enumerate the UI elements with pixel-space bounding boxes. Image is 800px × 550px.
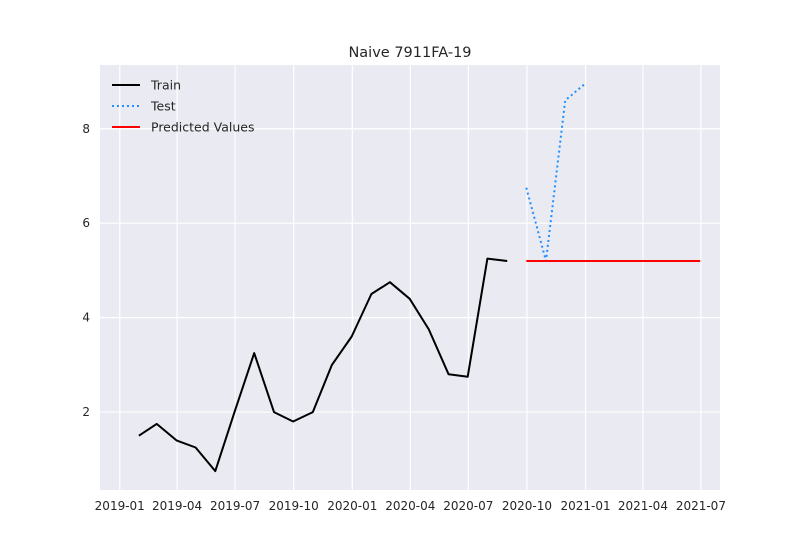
y-tick-label: 6	[82, 216, 90, 230]
legend: Train Test Predicted Values	[112, 78, 255, 135]
x-tick-label: 2019-07	[210, 499, 260, 513]
chart-title: Naive 7911FA-19	[348, 45, 471, 61]
legend-label: Predicted Values	[151, 120, 255, 135]
x-tick-label: 2021-04	[618, 499, 668, 513]
x-tick-label: 2020-04	[385, 499, 435, 513]
y-tick-label: 2	[82, 405, 90, 419]
x-tick-label: 2019-04	[152, 499, 202, 513]
y-tick-label: 8	[82, 122, 90, 136]
grid-lines	[100, 65, 720, 490]
x-tick-label: 2021-07	[676, 499, 726, 513]
series-lines	[138, 83, 701, 473]
tick-labels: 2019-01 2019-04 2019-07 2019-10 2020-01 2020-…	[82, 122, 726, 513]
y-tick-label: 4	[82, 311, 90, 325]
legend-label: Test	[150, 99, 176, 114]
legend-label: Train	[150, 78, 181, 93]
x-tick-label: 2020-01	[327, 499, 377, 513]
x-tick-label: 2019-01	[95, 499, 145, 513]
x-tick-label: 2020-10	[502, 499, 552, 513]
x-tick-label: 2021-01	[560, 499, 610, 513]
x-tick-label: 2020-07	[443, 499, 493, 513]
series-line-train	[138, 257, 508, 473]
series-line-test	[525, 83, 586, 262]
x-tick-label: 2019-10	[269, 499, 319, 513]
